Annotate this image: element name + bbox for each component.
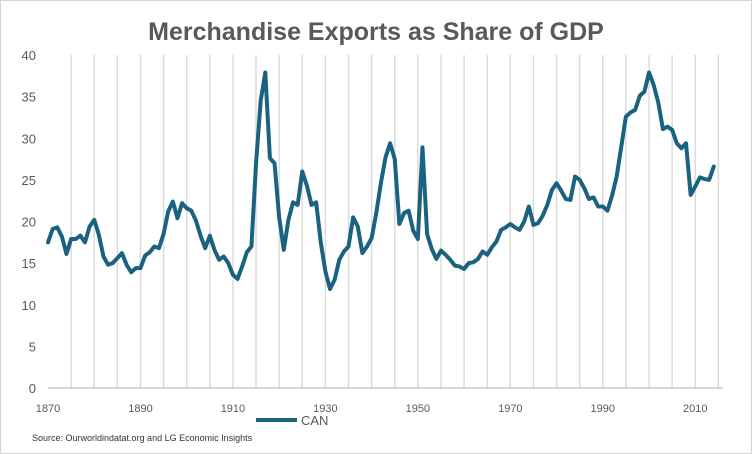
x-tick-1950: 1950 [406, 403, 430, 415]
x-tick-1970: 1970 [498, 403, 522, 415]
x-tick-2010: 2010 [683, 403, 707, 415]
y-tick-15: 15 [22, 256, 36, 271]
source-note: Source: Ourworldindatat.org and LG Econo… [32, 433, 253, 443]
x-tick-1890: 1890 [128, 403, 152, 415]
y-tick-40: 40 [22, 48, 36, 63]
legend: CAN [256, 413, 328, 428]
y-tick-10: 10 [22, 298, 36, 313]
x-axis-ticks: 1870 1890 1910 1930 1950 1970 1990 2010 [36, 403, 708, 415]
y-tick-30: 30 [22, 131, 36, 146]
y-tick-25: 25 [22, 173, 36, 188]
y-tick-20: 20 [22, 215, 36, 230]
legend-label-can: CAN [301, 413, 328, 428]
y-tick-5: 5 [29, 339, 36, 354]
y-axis-ticks: 0 5 10 15 20 25 30 35 40 [22, 48, 36, 396]
y-tick-0: 0 [29, 381, 36, 396]
gridlines [70, 55, 720, 388]
chart-title: Merchandise Exports as Share of GDP [148, 18, 604, 46]
x-tick-1870: 1870 [36, 403, 60, 415]
x-tick-1910: 1910 [221, 403, 245, 415]
y-tick-35: 35 [22, 90, 36, 105]
x-tick-1930: 1930 [313, 403, 337, 415]
series-lines [46, 70, 716, 291]
series-line-can [46, 70, 716, 291]
x-tick-1990: 1990 [591, 403, 615, 415]
